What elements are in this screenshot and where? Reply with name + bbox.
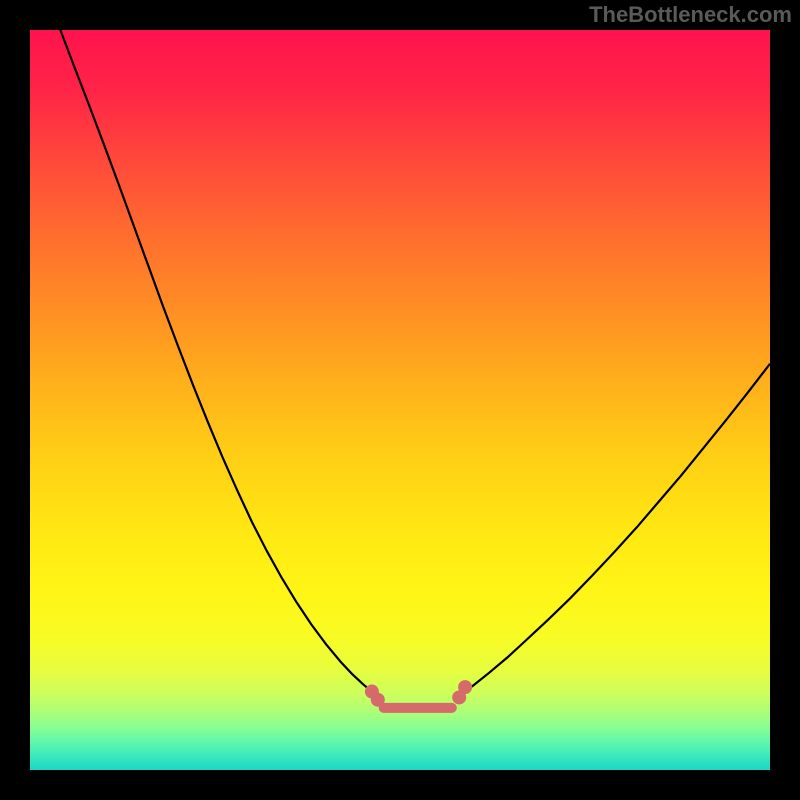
watermark: TheBottleneck.com: [589, 2, 792, 27]
bottleneck-chart: TheBottleneck.com: [0, 0, 800, 800]
